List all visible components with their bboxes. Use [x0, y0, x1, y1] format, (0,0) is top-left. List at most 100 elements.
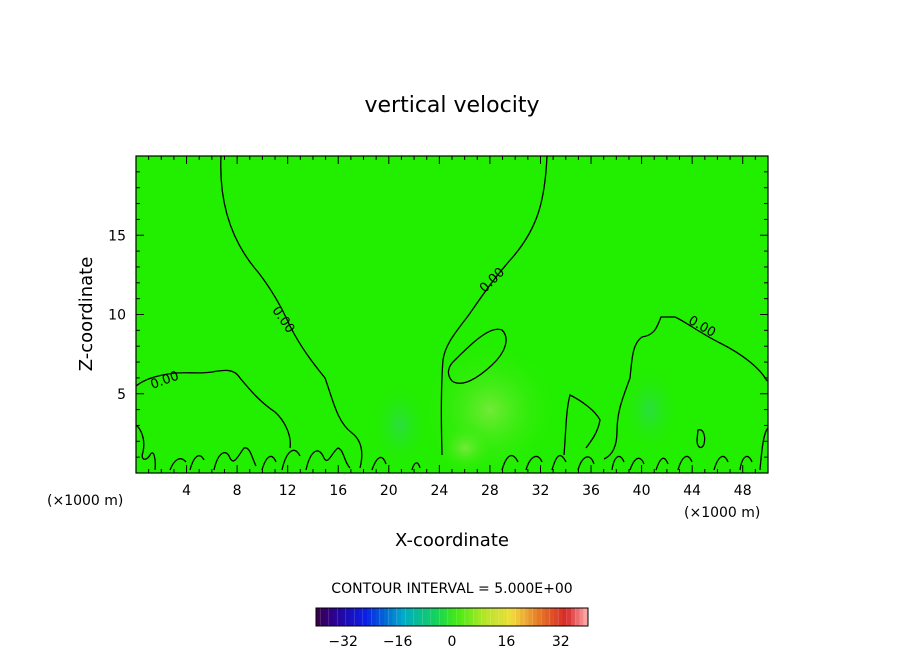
plot-area: 0.00 0.00 0.00 0.00 — [135, 155, 769, 474]
contour-lines — [136, 156, 768, 471]
colorbar-cell — [430, 608, 436, 626]
colorbar-cell — [452, 608, 457, 626]
colorbar-cell — [537, 608, 542, 626]
downdraft-patch-right — [620, 365, 680, 455]
updraft-patch-small — [435, 422, 495, 473]
contour-loop-right-small — [696, 429, 706, 449]
colorbar-cell — [456, 608, 461, 626]
colorbar-cell — [320, 608, 325, 626]
y-tick-label: 15 — [108, 228, 126, 244]
colorbar-cell — [541, 608, 546, 626]
colorbar-cell — [354, 608, 359, 626]
colorbar-cell — [439, 608, 444, 626]
colorbar-cell — [341, 608, 347, 626]
colorbar-cell — [532, 608, 538, 626]
x-axis-label: X-coordinate — [395, 530, 509, 551]
x-axis-unit: (×1000 m) — [684, 505, 760, 521]
chart-title: vertical velocity — [364, 93, 539, 118]
y-tick-label: 10 — [108, 308, 126, 324]
colorbar-tick-label: 32 — [552, 634, 570, 650]
colorbar-cell — [426, 608, 432, 626]
colorbar-cell — [481, 608, 487, 626]
colorbar-cell — [409, 608, 415, 626]
x-tick-label: 20 — [380, 483, 398, 499]
colorbar-cell — [558, 608, 563, 626]
colorbar-cell — [384, 608, 389, 626]
colorbar-cell — [498, 608, 504, 626]
colorbar-cell — [418, 608, 423, 626]
contour-central — [440, 156, 548, 456]
colorbar-cell — [515, 608, 521, 626]
colorbar-tick-label: 0 — [448, 634, 457, 650]
colorbar-cell — [328, 608, 334, 626]
colorbar-cell — [345, 608, 351, 626]
contour-closed-loop — [447, 328, 507, 384]
colorbar-tick-label: −32 — [328, 634, 358, 650]
colorbar-cell — [566, 608, 572, 626]
colorbar-cell — [333, 608, 338, 626]
colorbar-cell — [447, 608, 453, 626]
colorbar-cell — [367, 608, 372, 626]
x-tick-label: 24 — [430, 483, 448, 499]
colorbar-cell — [396, 608, 402, 626]
colorbar-cell — [392, 608, 398, 626]
x-tick-label: 36 — [582, 483, 600, 499]
axis-ticks — [136, 156, 768, 473]
contour-right-small — [563, 394, 601, 456]
colorbar-cell — [528, 608, 534, 626]
colorbar-cell — [350, 608, 355, 626]
contour-left-edge — [136, 369, 291, 449]
x-tick-label: 32 — [532, 483, 550, 499]
colorbar-cell — [490, 608, 495, 626]
colorbar-cell — [571, 608, 576, 626]
colorbar-tick-label: 16 — [497, 634, 515, 650]
colorbar-tick-label: −16 — [383, 634, 413, 650]
colorbar-cell — [358, 608, 364, 626]
colorbar-cell — [549, 608, 555, 626]
colorbar-cell — [579, 608, 585, 626]
y-axis-unit: (×1000 m) — [47, 493, 123, 509]
colorbar-cell — [362, 608, 368, 626]
colorbar-cell — [375, 608, 381, 626]
colorbar-cells — [316, 608, 589, 626]
colorbar-tick-labels: −32 −16 0 16 32 — [328, 634, 569, 650]
colorbar-cell — [511, 608, 517, 626]
colorbar-cell — [388, 608, 393, 626]
x-tick-label: 16 — [329, 483, 347, 499]
colorbar-cell — [562, 608, 568, 626]
colorbar-cell — [379, 608, 385, 626]
colorbar-cell — [413, 608, 419, 626]
y-axis-label: Z-coordinate — [76, 257, 97, 372]
colorbar-cell — [503, 608, 508, 626]
contour-interval-caption: CONTOUR INTERVAL = 5.000E+00 — [331, 581, 572, 597]
colorbar-cell — [473, 608, 478, 626]
colorbar-cell — [422, 608, 427, 626]
downdraft-patch — [370, 380, 430, 470]
colorbar-cell — [435, 608, 440, 626]
colorbar-cell — [486, 608, 491, 626]
colorbar-cell — [443, 608, 449, 626]
contour-left-lobe — [220, 156, 363, 469]
x-tick-label: 4 — [182, 483, 191, 499]
colorbar-cell — [520, 608, 525, 626]
x-tick-label: 8 — [233, 483, 242, 499]
colorbar-cell — [477, 608, 483, 626]
colorbar-cell — [575, 608, 580, 626]
contour-right-lobe — [603, 316, 768, 460]
colorbar-cell — [371, 608, 376, 626]
colorbar-cell — [401, 608, 406, 626]
x-tick-label: 28 — [481, 483, 499, 499]
colorbar-cell — [469, 608, 474, 626]
colorbar-cell — [583, 608, 589, 626]
colorbar-cell — [494, 608, 500, 626]
colorbar-cell — [554, 608, 559, 626]
colorbar-cell — [545, 608, 551, 626]
colorbar-cell — [316, 608, 321, 626]
colorbar: −32 −16 0 16 32 — [315, 607, 589, 650]
colorbar-cell — [324, 608, 330, 626]
colorbar-cell — [337, 608, 342, 626]
colorbar-cell — [464, 608, 470, 626]
x-tick-label: 44 — [683, 483, 701, 499]
